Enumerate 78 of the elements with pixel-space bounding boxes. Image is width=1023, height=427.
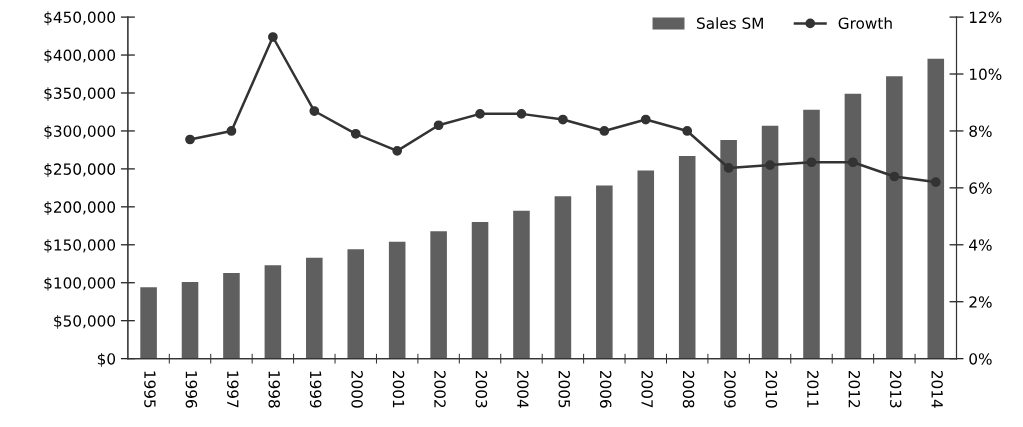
legend-label: Growth: [838, 17, 892, 29]
bar: [388, 241, 406, 359]
x-tick-label: 2000: [351, 370, 363, 408]
x-tick-label: 2011: [807, 370, 819, 408]
point: [640, 114, 651, 125]
y2-tick-label: 12%: [969, 11, 1002, 24]
x-tick-label: 1995: [144, 371, 156, 408]
y-tick-label: $150,000: [44, 239, 116, 253]
y-tick-label: $400,000: [44, 49, 116, 64]
bar: [306, 257, 323, 359]
point: [392, 146, 403, 156]
point: [226, 126, 237, 136]
bar: [140, 287, 157, 359]
point: [475, 109, 485, 119]
point: [889, 171, 900, 182]
x-tick-label: 1996: [185, 371, 198, 408]
point: [599, 126, 610, 136]
y2-tick-label: 2%: [969, 296, 992, 308]
x-tick-label: 2014: [931, 370, 943, 408]
x-tick-label: 2008: [682, 370, 695, 408]
bar: [264, 265, 282, 359]
bar: [430, 231, 447, 359]
x-tick-label: 1997: [227, 371, 239, 408]
point: [185, 134, 195, 145]
y2-tick-label: 10%: [969, 68, 1002, 81]
y2-tick-label: 6%: [969, 182, 992, 194]
point: [723, 163, 734, 173]
point: [350, 128, 361, 139]
point: [930, 177, 941, 188]
x-tick-label: 2003: [475, 370, 488, 408]
point: [806, 157, 817, 168]
x-tick-label: 2005: [558, 370, 571, 408]
y-tick-label: $300,000: [44, 125, 116, 139]
bar: [181, 282, 199, 359]
y-tick-label: $100,000: [44, 276, 116, 291]
x-tick-label: 2013: [889, 370, 902, 408]
y-tick-label: $200,000: [44, 201, 116, 215]
y-tick-label: $450,000: [44, 11, 116, 26]
x-tick-label: 2007: [641, 370, 653, 408]
x-tick-label: 2009: [724, 370, 736, 408]
point: [516, 109, 527, 119]
bar: [637, 170, 655, 359]
bar: [886, 76, 903, 359]
bar: [761, 125, 779, 359]
x-tick-label: 2002: [434, 370, 446, 408]
bar: [223, 272, 240, 359]
y2-tick-label: 0%: [969, 353, 992, 365]
point: [558, 114, 568, 125]
x-tick-label: 2006: [599, 370, 612, 408]
y-tick-label: $250,000: [44, 163, 116, 177]
x-tick-label: 2012: [848, 370, 861, 408]
bar: [554, 196, 572, 359]
bar: [803, 109, 820, 359]
point: [765, 160, 775, 170]
x-tick-label: 1998: [268, 371, 281, 408]
x-tick-label: 2004: [517, 370, 529, 408]
bar: [927, 58, 945, 359]
bar: [844, 93, 862, 359]
point: [848, 157, 858, 168]
y2-tick-label: 4%: [969, 239, 992, 251]
point: [682, 126, 693, 136]
point: [433, 120, 444, 131]
point: [268, 32, 278, 42]
y-tick-label: $0: [97, 352, 116, 367]
bar: [678, 156, 696, 359]
x-tick-label: 2010: [765, 370, 778, 408]
bar: [347, 249, 365, 359]
bar: [513, 210, 530, 359]
bar: [596, 185, 613, 359]
y-tick-label: $350,000: [44, 87, 116, 102]
bar: [720, 140, 737, 359]
x-tick-label: 2001: [392, 370, 405, 408]
bar: [471, 222, 489, 359]
legend-label: Sales SM: [697, 17, 763, 29]
point: [309, 106, 320, 116]
y-tick-label: $50,000: [54, 314, 116, 329]
x-tick-label: 1999: [309, 371, 322, 408]
y2-tick-label: 8%: [969, 125, 992, 137]
